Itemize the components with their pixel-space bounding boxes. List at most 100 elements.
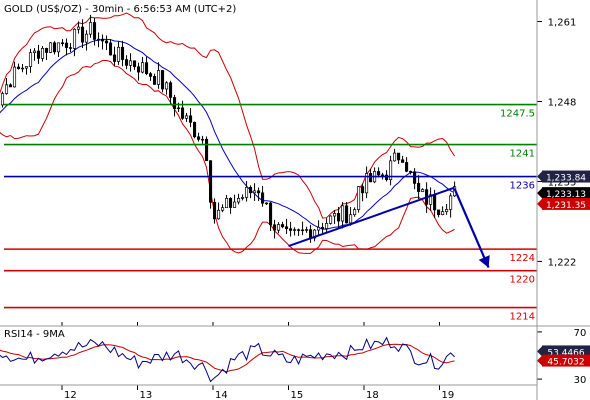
price-panel[interactable]: 1247.5124112361224122012141,2611,2481,23…: [0, 12, 590, 400]
candle-body: [337, 213, 341, 222]
forecast-arrow-icon[interactable]: [478, 255, 490, 268]
candle-body: [112, 54, 117, 62]
chart-title: GOLD (US$/OZ) - 30min - 6:56:53 AM (UTC+…: [4, 4, 236, 15]
candle-body: [144, 62, 149, 74]
rsi-badge-label: 45.7032: [547, 358, 584, 368]
level-label-1220: 1220: [510, 275, 535, 286]
time-axis-label: 14: [215, 390, 228, 400]
candle-body: [257, 190, 261, 194]
rsi-badge: [542, 345, 590, 358]
candle-body: [168, 82, 173, 98]
candle-body: [253, 190, 257, 194]
candle-body: [341, 205, 345, 222]
candle-body: [172, 97, 177, 109]
candle-body: [305, 229, 309, 231]
rsi-badge-pointer: [537, 346, 542, 357]
candle-body: [160, 70, 165, 90]
candle-body: [389, 160, 393, 180]
candle-body: [401, 159, 405, 163]
level-label-1214: 1214: [510, 312, 535, 323]
candle-body: [212, 201, 217, 220]
candle-body: [429, 194, 433, 205]
candle-body: [237, 198, 241, 203]
candle-body: [405, 162, 409, 172]
candle-body: [24, 66, 29, 69]
candle-body: [245, 186, 249, 198]
candle-body: [269, 202, 273, 226]
candle-body: [176, 107, 181, 110]
candle-body: [216, 209, 221, 220]
candle-body: [4, 84, 9, 94]
candle-body: [241, 197, 245, 199]
price-badge-pointer: [537, 198, 542, 209]
rsi-axis-label: 70: [574, 328, 587, 339]
candle-body: [409, 170, 413, 173]
candle-body: [449, 195, 453, 210]
price-badge: [542, 187, 590, 200]
candle-body: [221, 207, 225, 211]
candle-body: [68, 47, 73, 49]
candle-body: [233, 201, 237, 208]
candle-body: [265, 202, 269, 205]
ascending-trendline[interactable]: [288, 186, 455, 247]
candle-body: [92, 22, 97, 40]
price-badge-pointer: [537, 188, 542, 199]
price-axis-label: 1,222: [548, 257, 577, 268]
candle-body: [80, 26, 85, 43]
candle-body: [116, 46, 121, 62]
candle-body: [397, 152, 401, 161]
candle-body: [333, 213, 337, 217]
candle-body: [229, 198, 233, 208]
price-badge: [542, 170, 590, 183]
candle-body: [48, 42, 53, 53]
candle-body: [349, 214, 353, 224]
candle-body: [148, 73, 153, 77]
level-label-1241: 1241: [510, 149, 535, 160]
rsi-badge: [542, 354, 590, 367]
candle-body: [289, 228, 293, 231]
forecast-arrow-shaft[interactable]: [453, 188, 490, 269]
candle-body: [261, 192, 265, 204]
candle-body: [180, 107, 185, 119]
candle-body: [281, 224, 285, 228]
candle-body: [60, 42, 65, 44]
price-badge-label: 1,231.35: [546, 201, 586, 211]
price-axis-label: 1,235: [548, 177, 577, 188]
candle-body: [16, 66, 21, 70]
rsi-axis-label: 30: [574, 375, 587, 386]
candle-body: [321, 227, 325, 229]
candle-body: [297, 229, 301, 231]
candle-body: [104, 40, 109, 44]
candle-body: [381, 174, 385, 177]
candle-body: [96, 38, 101, 41]
candle-body: [329, 215, 333, 224]
time-axis-label: 19: [442, 390, 455, 400]
candle-body: [72, 28, 77, 49]
candle-body: [437, 209, 441, 216]
candle-body: [52, 42, 57, 53]
candle-body: [345, 205, 349, 224]
candle-body: [301, 229, 305, 232]
candle-body: [313, 229, 317, 239]
candle-body: [132, 60, 137, 68]
candle-body: [365, 173, 369, 194]
price-badge-label: 1,233.13: [546, 190, 586, 200]
candle-body: [208, 160, 213, 203]
rsi-line: [0, 336, 455, 383]
price-badge-label: 1,233.84: [546, 174, 586, 184]
bollinger-upper-band: [0, 12, 456, 219]
candle-body: [353, 209, 357, 216]
time-axis-label: 18: [366, 390, 379, 400]
candle-body: [433, 194, 437, 211]
candle-body: [76, 26, 81, 30]
candle-body: [413, 171, 417, 184]
bollinger-lower-band: [0, 60, 455, 254]
candle-body: [385, 174, 389, 180]
candle-body: [32, 50, 37, 54]
candle-body: [188, 115, 193, 123]
candle-body: [40, 48, 45, 59]
candle-body: [120, 46, 125, 60]
